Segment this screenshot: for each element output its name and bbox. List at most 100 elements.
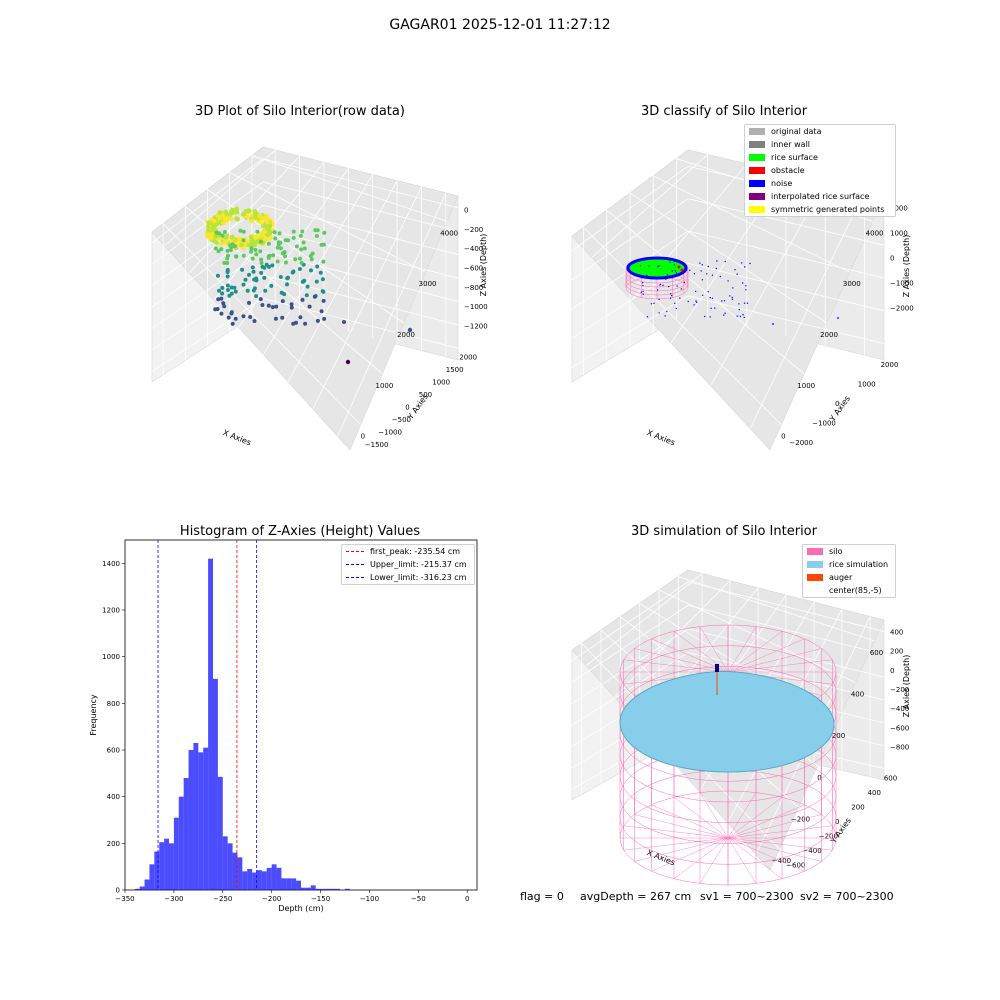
silo-roof-line [699,626,729,673]
legend-label: Lower_limit: -316.23 cm [370,573,467,582]
silo-floor-line [623,825,729,839]
legend-swatch [807,587,823,594]
z-tick-label: 1000 [890,230,908,238]
x-tick-label: 600 [870,649,883,657]
histogram-bar [330,888,336,890]
noise-point [669,297,672,299]
z-tick-label: 200 [890,648,903,656]
raw-point [223,239,228,245]
silo-floor-line [651,804,729,839]
raw-point [291,235,296,240]
noise-point [687,300,689,303]
raw-point [299,247,304,252]
silo-roof-line [727,638,805,673]
raw-point [214,230,219,235]
y-grid-line [263,173,374,355]
histogram-bar [242,871,248,890]
z-tick-label: −600 [890,724,909,732]
x-tick-label: −150 [311,895,330,903]
x-grid-line [251,154,448,318]
x-axis-label: Depth (cm) [278,904,323,913]
noise-point [695,290,697,293]
z-tick-label: 0 [890,255,894,263]
raw-point [307,304,312,309]
noise-point [723,314,725,316]
legend-label: first_peak: -235.54 cm [370,547,461,556]
noise-point [658,298,660,300]
raw-point [300,229,305,234]
raw-point [260,223,266,229]
raw-point [309,257,314,262]
raw-point [238,237,244,243]
histogram-bar [173,817,179,890]
y-tick-label: 2000 [459,353,477,361]
raw-point [285,282,289,287]
x-axis-label: X Axies [222,428,253,447]
noise-point [734,269,736,271]
z-axis-label: Z Axies (Depth) [479,234,488,297]
raw-point [262,265,267,270]
y-tick-label: 400 [868,789,881,797]
x-tick-label: 1000 [797,382,815,390]
raw-point [300,297,305,302]
x-grid-line [606,209,805,375]
x-grid-line [652,175,850,333]
y-tick-label: 500 [419,391,432,399]
raw-point [253,247,258,252]
raw-point [259,261,264,265]
noise-point [707,291,709,293]
raw-point [220,285,225,290]
histogram-bar [188,750,194,890]
noise-point [738,303,740,305]
y-tick-label: −1000 [812,420,836,428]
silo-floor-line [673,837,729,879]
y-axis-label: Frequency [89,694,98,736]
noise-point [648,265,650,267]
noise-point [656,289,659,291]
legend-entry: center(85,-5) [803,584,895,597]
noise-point [666,310,668,313]
noise-point [736,273,738,275]
z-grid-line [571,581,885,662]
raw-point [247,272,251,277]
raw-point [312,294,317,299]
legend-label: obstacle [771,166,805,175]
legend-label: noise [771,179,793,188]
raw-point [219,296,224,301]
raw-point [249,246,254,251]
raw-point [321,259,326,264]
silo-floor-line [727,814,822,839]
raw-point [322,230,327,235]
x-tick-label: −300 [164,895,183,903]
x-tick-label: −200 [791,816,810,824]
histogram-bar [198,752,204,890]
raw-point [225,269,230,274]
noise-point [676,285,678,287]
noise-point [662,284,664,286]
silo-floor-line [727,837,783,879]
raw-point [270,305,275,310]
z-grid-line [151,297,459,372]
noise-point [639,265,642,267]
raw-point [263,237,269,243]
noise-point [772,323,774,325]
silo-roof-line [634,648,729,673]
y-tick-label: 0 [116,887,120,895]
noise-point [706,273,708,275]
legend-label: rice surface [771,153,818,162]
silo-roof-line [727,631,783,673]
noise-point [711,274,714,276]
y-tick-label: 2000 [881,361,899,369]
raw-point [282,292,287,297]
noise-point [704,315,706,318]
raw-point [277,231,282,236]
noise-point [743,316,745,319]
raw-point [225,283,230,288]
x-tick-label: 3000 [419,280,437,288]
raw-point [241,314,246,319]
raw-point [233,289,238,294]
raw-point [258,249,263,254]
raw-point [258,297,263,302]
raw-point [216,297,221,302]
x-tick-label: −50 [411,895,426,903]
